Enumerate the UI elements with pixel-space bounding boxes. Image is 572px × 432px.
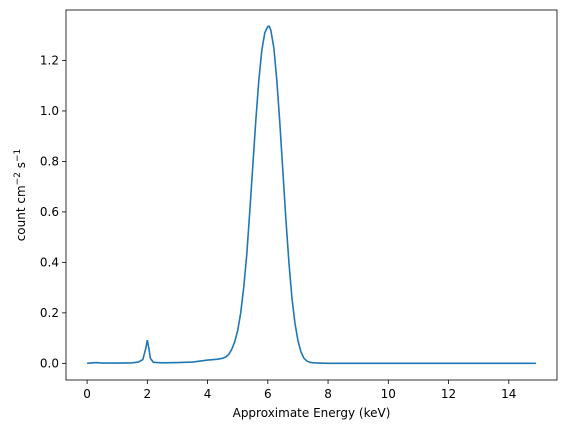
- x-tick-label: 6: [264, 387, 272, 401]
- x-tick-label: 14: [501, 387, 516, 401]
- x-tick-label: 8: [324, 387, 332, 401]
- y-axis: 0.0 0.2 0.4 0.6 0.8 1.0 1.2: [40, 53, 66, 370]
- y-axis-label-mid: s: [14, 162, 28, 172]
- plot-frame: [65, 9, 558, 381]
- y-axis-label-exp1: −2: [13, 172, 23, 185]
- y-axis-label: count cm−2 s−1: [13, 149, 28, 242]
- y-tick-label: 0.8: [40, 154, 59, 168]
- x-tick-label: 12: [441, 387, 456, 401]
- x-axis: 0 2 4 6 8 10 12 14: [83, 380, 516, 401]
- x-tick-label: 10: [381, 387, 396, 401]
- y-tick-label: 0.0: [40, 356, 59, 370]
- y-tick-label: 1.0: [40, 104, 59, 118]
- x-tick-label: 4: [204, 387, 212, 401]
- y-tick-label: 0.4: [40, 255, 59, 269]
- x-tick-label: 2: [144, 387, 152, 401]
- x-axis-label: Approximate Energy (keV): [233, 406, 391, 420]
- y-tick-label: 0.2: [40, 306, 59, 320]
- y-tick-label: 0.6: [40, 205, 59, 219]
- plot-area: [65, 9, 558, 381]
- y-tick-label: 1.2: [40, 53, 59, 67]
- y-axis-label-exp2: −1: [13, 149, 23, 162]
- y-axis-label-text: count cm: [14, 185, 28, 241]
- series-line-0: [87, 25, 536, 365]
- x-tick-label: 0: [83, 387, 91, 401]
